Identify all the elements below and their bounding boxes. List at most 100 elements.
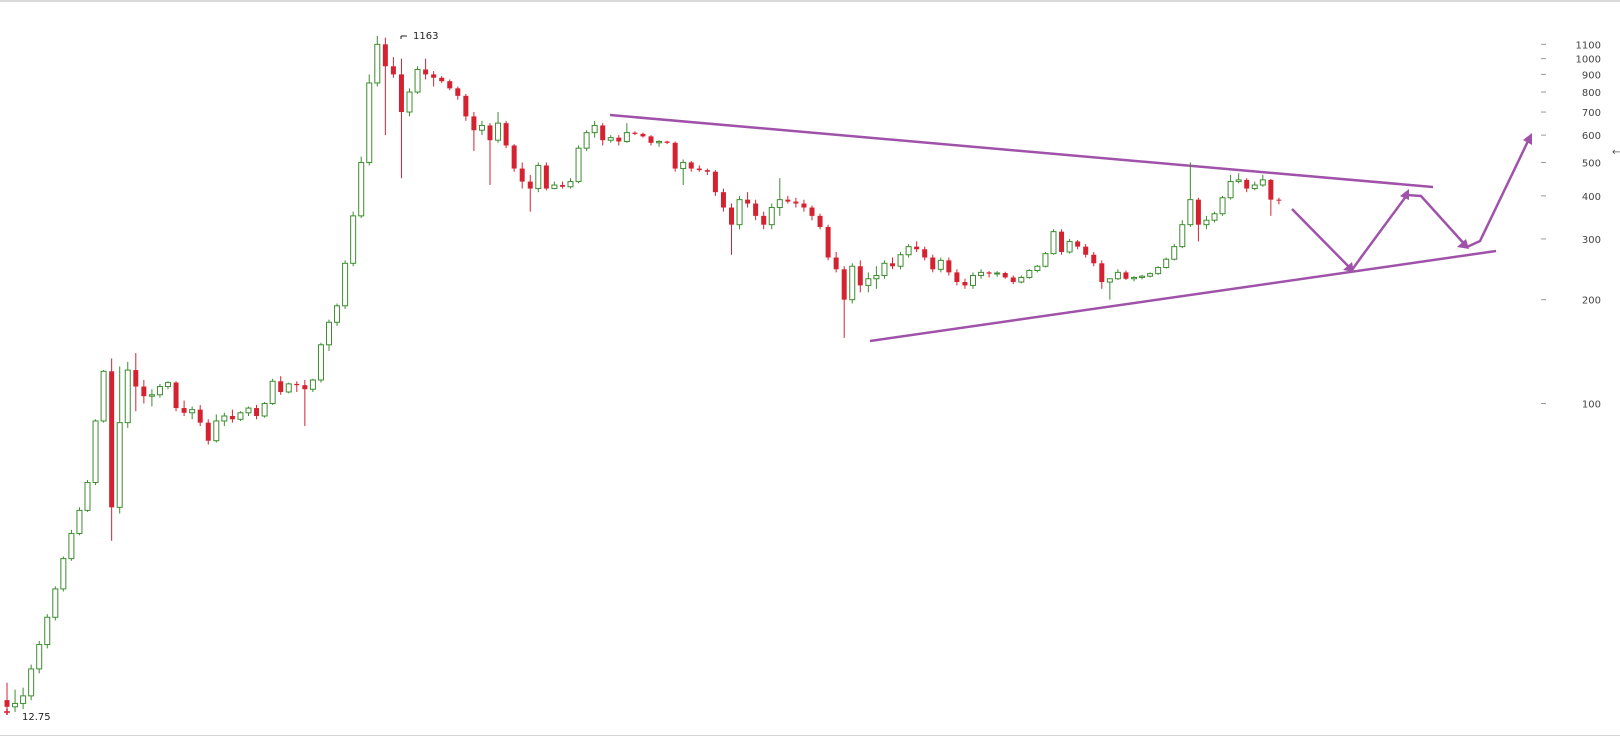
- bottom-divider: [0, 735, 1620, 736]
- candle: [857, 260, 863, 293]
- candle: [495, 112, 502, 143]
- candle-body: [1075, 241, 1081, 247]
- candle-body: [696, 168, 702, 171]
- candle-body: [463, 95, 469, 117]
- candle: [269, 378, 276, 406]
- candle-body: [156, 386, 163, 396]
- candle: [205, 419, 211, 445]
- candle: [712, 170, 718, 196]
- candle-body: [431, 74, 437, 78]
- candle: [946, 257, 952, 276]
- candle: [672, 141, 678, 172]
- low-price-label: 12.75: [22, 712, 51, 723]
- candle: [447, 79, 453, 91]
- upper-trendline: [609, 113, 1434, 189]
- candle-body: [1034, 265, 1041, 272]
- candle-body: [133, 370, 139, 387]
- candle-body: [278, 381, 284, 392]
- candle: [583, 130, 590, 151]
- candle: [84, 480, 91, 512]
- candle-body: [616, 137, 622, 142]
- candle-body: [607, 137, 614, 141]
- candle: [914, 241, 920, 252]
- candle: [873, 266, 880, 289]
- candle: [849, 263, 856, 304]
- candle: [285, 382, 292, 394]
- candle: [124, 361, 131, 428]
- candle: [745, 192, 751, 208]
- candle: [455, 86, 461, 100]
- y-tick-label: 700: [1582, 108, 1601, 119]
- candle-body: [591, 124, 598, 134]
- candle: [294, 381, 300, 392]
- candle-body: [849, 265, 856, 301]
- candle: [60, 556, 67, 592]
- candle-body: [254, 408, 260, 416]
- candle: [720, 188, 726, 212]
- candle-body: [656, 141, 663, 144]
- candle-body: [471, 116, 477, 131]
- candle-body: [753, 203, 759, 216]
- candle-body: [382, 44, 388, 67]
- candle-body: [575, 147, 582, 183]
- candle: [607, 135, 614, 143]
- candle-body: [76, 509, 83, 534]
- y-tick-label: 500: [1582, 158, 1601, 169]
- candle: [1010, 275, 1016, 285]
- arrowhead-up-1: [1400, 189, 1409, 200]
- candle: [478, 120, 485, 136]
- candle: [801, 199, 807, 212]
- candle: [463, 93, 469, 121]
- candle: [141, 379, 147, 404]
- candle-body: [801, 203, 807, 208]
- candle: [616, 135, 622, 146]
- candle: [1187, 162, 1194, 227]
- candle: [100, 370, 107, 423]
- candle: [1163, 257, 1170, 269]
- candle: [1276, 197, 1282, 205]
- candle: [1171, 244, 1178, 261]
- candle-body: [1251, 184, 1258, 190]
- candle: [1050, 229, 1057, 255]
- candle: [841, 266, 847, 338]
- candle-body: [881, 262, 888, 277]
- candle-body: [736, 199, 743, 226]
- candle-body: [1099, 263, 1105, 283]
- candle: [133, 353, 139, 412]
- candle-body: [478, 124, 485, 131]
- right-edge-arrow: ←: [1612, 147, 1620, 158]
- candle: [309, 378, 316, 392]
- candle: [109, 358, 115, 541]
- candle: [785, 195, 791, 204]
- candle-body: [358, 161, 365, 217]
- candle-body: [294, 383, 300, 386]
- candle-body: [632, 132, 638, 134]
- candle: [197, 405, 203, 427]
- y-tick-label: 200: [1582, 296, 1601, 307]
- candle: [213, 414, 220, 443]
- candle: [189, 406, 196, 420]
- candle-body: [60, 558, 67, 590]
- candle: [753, 199, 759, 221]
- candle: [1235, 173, 1242, 184]
- candle-body: [986, 272, 992, 274]
- candle-body: [366, 82, 373, 163]
- candle-body: [1179, 224, 1186, 248]
- candle: [890, 257, 895, 270]
- candle-body: [672, 142, 678, 169]
- candle: [148, 389, 155, 407]
- candle: [261, 402, 268, 418]
- candle: [156, 383, 163, 398]
- candle: [978, 269, 985, 279]
- candle: [342, 260, 349, 309]
- candle-body: [551, 184, 558, 190]
- candle-body: [1002, 272, 1008, 278]
- candle: [423, 58, 429, 80]
- candle: [994, 271, 1001, 277]
- candle: [278, 376, 284, 395]
- candle: [116, 366, 123, 514]
- candle-body: [36, 644, 43, 670]
- candle: [680, 159, 687, 186]
- candle: [1203, 215, 1210, 230]
